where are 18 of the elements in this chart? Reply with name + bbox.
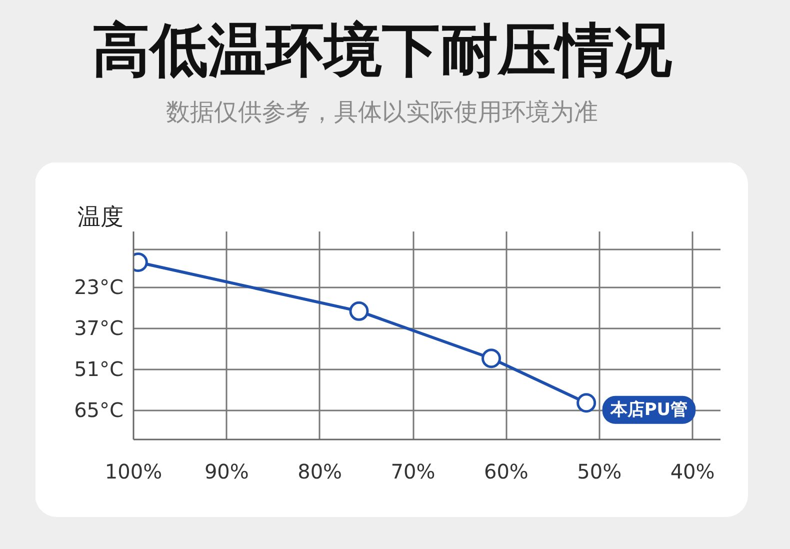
series-label: 本店PU管 xyxy=(609,400,688,420)
y-tick-label: 65°C xyxy=(74,398,124,422)
point xyxy=(482,348,502,368)
chart-title: 高低温环境下耐压情况 xyxy=(92,16,672,84)
chart-subtitle: 数据仅供参考，具体以实际使用环境为准 xyxy=(166,98,598,126)
point xyxy=(349,301,369,321)
x-tick-label: 60% xyxy=(484,460,528,484)
x-tick-label: 40% xyxy=(670,460,715,484)
point xyxy=(576,393,596,413)
x-tick-label: 50% xyxy=(577,460,622,484)
y-axis-title: 温度 xyxy=(78,204,124,230)
x-tick-label: 80% xyxy=(298,460,342,484)
y-tick-label: 37°C xyxy=(74,316,124,340)
y-tick-label: 51°C xyxy=(74,357,124,382)
y-tick-label: 23°C xyxy=(74,275,124,300)
x-tick-label: 90% xyxy=(204,460,249,484)
x-tick-label: 70% xyxy=(390,460,436,484)
x-tick-label: 100% xyxy=(104,460,162,484)
